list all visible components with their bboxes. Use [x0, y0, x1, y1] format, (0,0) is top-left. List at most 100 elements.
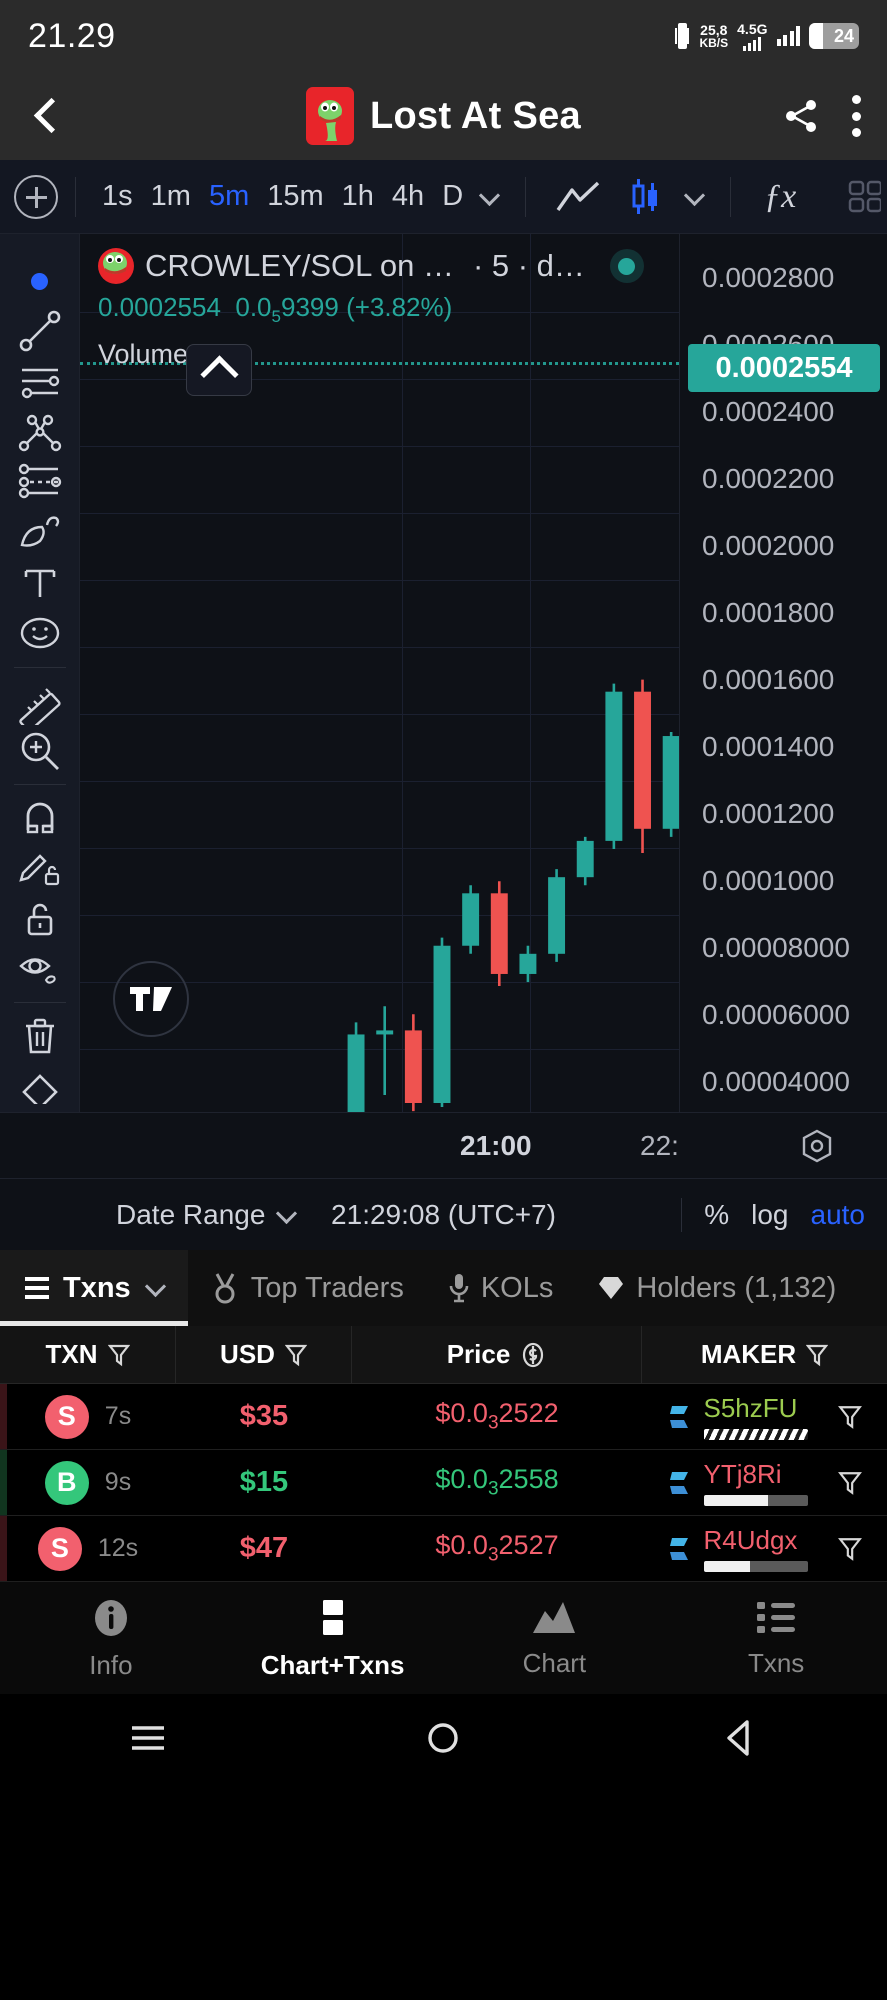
tab-holders[interactable]: Holders (1,132) [575, 1250, 858, 1326]
list-icon [25, 1277, 49, 1299]
txn-price: $0.032558 [435, 1464, 559, 1500]
maker-info[interactable]: S5hzFU [668, 1393, 808, 1440]
tab-txns[interactable]: Txns [0, 1250, 188, 1326]
measure-tool[interactable] [0, 676, 80, 726]
filter-icon[interactable] [837, 1404, 862, 1430]
emoji-tool[interactable] [0, 608, 80, 658]
table-header: TXN USD Price MAKER [0, 1326, 887, 1384]
line-chart-type-icon[interactable] [555, 180, 601, 214]
split-layout-icon [322, 1600, 343, 1635]
delete-drawings-tool[interactable] [0, 1011, 80, 1061]
layout-grid-icon[interactable] [847, 177, 881, 217]
horizontal-lines-tool[interactable] [0, 357, 80, 407]
cell-usd: $47 [176, 1532, 352, 1565]
signal-strength-icon [776, 26, 800, 46]
filter-icon[interactable] [837, 1536, 862, 1562]
table-row[interactable]: B 9s $15 $0.032558 YTj8Ri [0, 1450, 887, 1516]
timeframe-1h[interactable]: 1h [341, 180, 374, 212]
timeframe-1m[interactable]: 1m [150, 180, 191, 212]
chart-type-chevron-down-icon[interactable] [685, 187, 705, 207]
home-circle-icon[interactable] [416, 1711, 470, 1765]
lock-tool[interactable] [0, 894, 80, 944]
nav-info[interactable]: Info [0, 1595, 222, 1681]
gridline [80, 513, 679, 514]
timeframe-5m[interactable]: 5m [208, 180, 250, 212]
tab-kols-label: KOLs [480, 1271, 554, 1304]
cell-maker: R4Udgx [642, 1525, 887, 1572]
txn-type-badge: S [37, 1526, 82, 1571]
maker-address: YTj8Ri [703, 1459, 782, 1489]
collapse-pane-button[interactable] [186, 344, 252, 396]
share-icon[interactable] [781, 96, 821, 136]
timeframe-1s[interactable]: 1s [102, 180, 133, 212]
gridline [80, 915, 679, 916]
section-tabs: Txns Top Traders KOLs Holders (1,132) [0, 1250, 887, 1326]
back-chevron-icon[interactable] [26, 96, 66, 136]
table-row[interactable]: S 12s $47 $0.032527 R4Udgx [0, 1516, 887, 1582]
gridline [80, 312, 679, 313]
add-symbol-button[interactable] [14, 174, 58, 219]
nav-txns[interactable]: Txns [665, 1597, 887, 1679]
table-row[interactable]: S 7s $35 $0.032522 S5hzFU [0, 1384, 887, 1450]
tradingview-glyph [130, 987, 172, 1011]
nav-chart-txns[interactable]: Chart+Txns [222, 1595, 444, 1681]
auto-scale-button[interactable]: auto [810, 1198, 866, 1230]
tab-kols[interactable]: KOLs [426, 1250, 576, 1326]
price-tick: 0.0001200 [702, 798, 835, 829]
timeframe-4h[interactable]: 4h [391, 180, 425, 212]
legend-title-row: CROWLEY/SOL on … · 5 · d… [98, 248, 644, 284]
timeframe-chevron-down-icon[interactable] [480, 187, 500, 207]
text-icon [24, 569, 55, 598]
txn-price: $0.032522 [435, 1398, 559, 1434]
gridline [80, 379, 679, 380]
cursor-tool[interactable] [0, 256, 80, 306]
text-tool[interactable] [0, 558, 80, 608]
pitchfork-icon [18, 414, 61, 452]
price-axis[interactable]: 0.0002800 0.0002600 0.0002554 0.0002400 … [679, 234, 887, 1112]
brush-tool[interactable] [0, 508, 80, 558]
timeframe-15m[interactable]: 15m [267, 180, 324, 212]
tab-top-traders[interactable]: Top Traders [188, 1250, 426, 1326]
trend-line-tool[interactable] [0, 306, 80, 356]
txn-usd: $35 [239, 1400, 289, 1432]
signal-bars-icon [743, 36, 762, 51]
chart-settings-icon[interactable] [799, 1128, 835, 1164]
zoom-in-tool[interactable] [0, 726, 80, 776]
shapes-tool[interactable] [0, 1062, 80, 1112]
maker-info[interactable]: R4Udgx [668, 1525, 808, 1572]
log-scale-button[interactable]: log [751, 1198, 789, 1230]
date-range-button[interactable]: Date Range [116, 1199, 297, 1231]
indicators-fx-icon[interactable]: ƒx [764, 178, 796, 216]
candlestick-series [347, 679, 679, 1112]
time-axis[interactable]: 21:00 22: [0, 1112, 887, 1178]
chart-canvas[interactable]: CROWLEY/SOL on … · 5 · d… 0.0002554 0.05… [80, 234, 679, 1112]
horizontal-lines-icon [21, 368, 59, 399]
legend-price: 0.0002554 [98, 292, 221, 322]
back-triangle-icon[interactable] [712, 1711, 766, 1765]
candlestick-chart-type-icon[interactable] [625, 177, 665, 217]
column-header-maker-label: MAKER [700, 1339, 797, 1369]
column-header-usd[interactable]: USD [176, 1326, 352, 1383]
hide-drawings-tool[interactable] [0, 944, 80, 994]
magnet-tool[interactable] [0, 793, 80, 843]
maker-info[interactable]: YTj8Ri [668, 1459, 808, 1506]
lock-drawings-tool[interactable] [0, 843, 80, 893]
price-tick: 0.0001800 [702, 597, 835, 628]
unlock-icon [27, 903, 52, 936]
column-header-price[interactable]: Price [352, 1326, 642, 1383]
menu-icon[interactable] [121, 1711, 175, 1765]
legend-change: (+3.82%) [346, 292, 453, 322]
txn-age: 7s [104, 1402, 132, 1430]
cell-maker: YTj8Ri [642, 1459, 887, 1506]
price-tick: 0.00004000 [702, 1066, 850, 1097]
timeframe-d[interactable]: D [442, 180, 464, 212]
filter-icon[interactable] [837, 1470, 862, 1496]
divider [75, 176, 76, 217]
fib-retracement-tool[interactable] [0, 457, 80, 507]
nav-chart[interactable]: Chart [444, 1597, 666, 1679]
pitchfork-tool[interactable] [0, 407, 80, 457]
kebab-menu-icon[interactable] [851, 95, 861, 137]
column-header-txn[interactable]: TXN [0, 1326, 176, 1383]
percent-scale-button[interactable]: % [704, 1198, 730, 1230]
column-header-maker[interactable]: MAKER [642, 1326, 887, 1383]
